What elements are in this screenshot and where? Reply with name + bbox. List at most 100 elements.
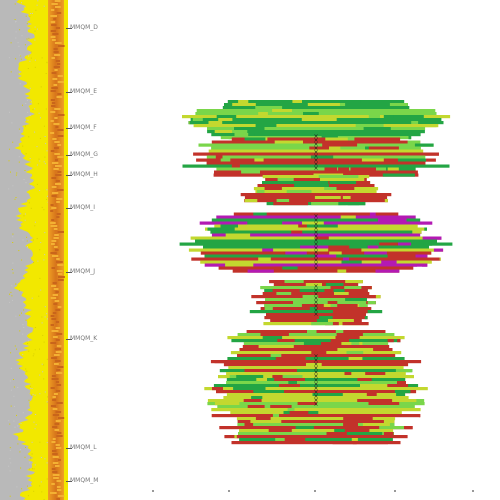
section-band-cell [335,342,363,346]
log-speckle [44,136,46,137]
section-band-cell [328,248,362,252]
log-speckle [27,99,28,101]
log-speckle [11,285,13,287]
log-speckle [15,31,17,33]
section-band-cell [345,280,363,284]
log-speckle [27,343,29,344]
centerline-marker: × [313,137,318,144]
log-orange-mark [55,381,59,383]
log-orange-mark [51,207,57,209]
section-band-cell [284,438,317,442]
log-orange-mark [51,285,57,287]
log-orange-mark [52,426,58,428]
log-speckle [8,57,10,59]
log-orange-mark [55,420,61,422]
log-orange-mark [51,330,59,332]
section-band-cell [365,372,385,376]
log-orange-mark [52,312,57,314]
log-speckle [39,277,41,279]
section-band-row [239,348,393,352]
log-orange-mark [54,141,60,143]
log-speckle [10,367,12,369]
log-speckle [16,172,18,174]
section-band-cell [411,121,419,125]
section-band-cell [334,263,362,267]
section-band-cell [312,393,343,397]
log-speckle [22,239,24,241]
log-orange-mark [57,135,64,137]
zone-tick [66,91,72,93]
log-speckle [24,6,26,8]
log-speckle [12,272,14,274]
section-band-cell [398,158,426,162]
log-speckle [30,387,32,389]
section-band-cell [290,263,315,267]
log-orange-mark [51,483,55,485]
section-band-cell [257,190,265,194]
section-band-cell [262,336,283,340]
log-orange-mark [53,84,58,86]
log-speckle [39,249,41,251]
section-band-cell [351,342,360,346]
section-band-cell [277,178,291,182]
section-band-cell [225,233,251,237]
section-band-cell [254,158,264,162]
log-speckle [44,316,46,318]
log-speckle [9,380,11,382]
well-log-track [0,0,68,500]
log-orange-mark [50,222,56,224]
section-band-cell [393,115,424,119]
log-speckle [20,423,22,425]
log-speckle [21,35,23,37]
log-speckle [26,240,28,242]
log-speckle [25,368,27,370]
log-speckle [47,396,49,398]
section-band-cell [362,423,390,427]
centerline-marker: × [313,307,318,314]
log-orange-mark [55,321,60,323]
log-orange-mark [56,12,62,14]
log-speckle [22,145,24,147]
axis-tick [394,490,396,492]
log-orange-mark [55,60,60,62]
section-band-cell [247,372,270,376]
log-speckle [14,19,16,20]
centerline-marker: × [313,369,318,376]
section-band-cell [368,146,399,150]
section-band-cell [325,143,358,147]
section-band-cell [336,187,355,191]
log-speckle [27,340,29,342]
log-orange-mark [51,3,58,5]
section-band-cell [364,330,386,334]
log-orange-mark [56,213,61,215]
section-band-cell [368,402,400,406]
section-band-row [240,193,392,197]
section-band-cell [302,295,320,299]
log-speckle [31,297,33,299]
log-speckle [45,143,47,145]
log-speckle [19,451,21,453]
centerline-marker: × [313,377,318,384]
section-band-row [216,390,417,394]
section-band-cell [214,130,241,134]
log-speckle [36,238,38,240]
section-band-cell [256,378,267,382]
log-speckle [28,136,30,138]
section-band-cell [407,140,421,144]
section-band-cell [336,333,363,337]
log-orange-mark [50,297,57,299]
section-band-row [219,426,413,430]
log-orange-mark [50,387,55,389]
section-band-cell [371,420,388,424]
section-band-cell [334,396,367,400]
section-band-cell [272,307,307,311]
log-orange-mark [51,441,56,443]
section-band-cell [294,184,329,188]
centerline-marker: × [313,287,318,294]
log-orange-mark [52,282,57,284]
log-speckle [25,153,27,155]
section-band-cell [230,375,264,379]
centerline-marker: × [313,153,318,160]
section-band-cell [302,411,319,415]
section-band-cell [292,100,302,104]
